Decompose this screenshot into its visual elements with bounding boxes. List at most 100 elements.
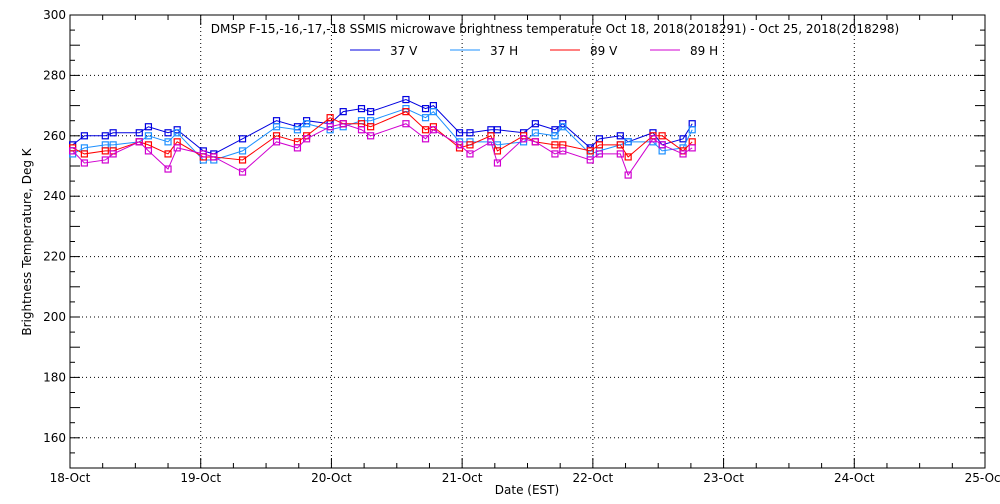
- legend-label: 89 H: [690, 44, 718, 58]
- x-tick-label: 24-Oct: [834, 471, 875, 485]
- data-point: [421, 114, 430, 122]
- data-point: [326, 114, 334, 122]
- data-point: [144, 147, 153, 155]
- data-point: [164, 165, 172, 173]
- data-point: [421, 135, 430, 143]
- data-point: [402, 120, 410, 128]
- data-point: [367, 108, 375, 116]
- data-point: [487, 138, 495, 146]
- data-point: [531, 120, 539, 128]
- x-tick-label: 19-Oct: [180, 471, 221, 485]
- data-point: [595, 150, 603, 158]
- data-point: [101, 156, 109, 164]
- series-line: [72, 111, 693, 161]
- data-point: [80, 150, 88, 158]
- x-tick-label: 21-Oct: [442, 471, 483, 485]
- data-point: [80, 132, 88, 140]
- data-point: [80, 159, 88, 167]
- data-point: [658, 132, 666, 140]
- data-point: [367, 123, 375, 131]
- x-tick-label: 23-Oct: [703, 471, 744, 485]
- data-point: [559, 123, 567, 131]
- data-point: [679, 150, 687, 158]
- data-point: [69, 147, 77, 155]
- data-point: [559, 147, 567, 155]
- data-point: [326, 123, 334, 131]
- data-point: [302, 120, 311, 128]
- data-point: [493, 126, 502, 134]
- data-point: [135, 129, 143, 137]
- data-point: [238, 168, 247, 176]
- data-point: [173, 129, 181, 137]
- data-point: [293, 126, 302, 134]
- chart-title: DMSP F-15,-16,-17,-18 SSMIS microwave br…: [211, 22, 899, 36]
- legend-label: 37 V: [390, 44, 418, 58]
- data-point: [199, 150, 207, 158]
- data-point: [101, 132, 109, 140]
- data-point: [367, 132, 375, 140]
- data-point: [402, 108, 410, 116]
- data-point: [357, 126, 366, 134]
- series-line: [72, 99, 693, 155]
- data-point: [466, 150, 474, 158]
- data-point: [455, 129, 464, 137]
- data-point: [616, 141, 624, 149]
- data-point: [164, 138, 172, 146]
- data-point: [616, 150, 624, 158]
- series-line: [72, 123, 693, 177]
- data-point: [164, 129, 172, 137]
- data-point: [109, 150, 117, 158]
- y-tick-label: 160: [43, 431, 66, 445]
- x-tick-label: 18-Oct: [50, 471, 91, 485]
- data-point: [679, 135, 687, 143]
- data-point: [272, 123, 281, 131]
- data-point: [688, 144, 696, 152]
- y-tick-label: 260: [43, 129, 66, 143]
- x-axis-label: Date (EST): [495, 483, 559, 497]
- data-point: [586, 156, 594, 164]
- data-point: [339, 120, 347, 128]
- data-point: [624, 153, 632, 161]
- data-point: [466, 129, 474, 137]
- data-point: [531, 129, 539, 137]
- legend-label: 37 H: [490, 44, 518, 58]
- data-point: [429, 126, 437, 134]
- y-tick-label: 200: [43, 310, 66, 324]
- x-tick-label: 20-Oct: [311, 471, 352, 485]
- data-point: [144, 123, 153, 131]
- data-point: [272, 138, 281, 146]
- data-point: [339, 108, 347, 116]
- data-point: [293, 144, 302, 152]
- data-point: [519, 135, 528, 143]
- data-point: [429, 108, 437, 116]
- y-tick-label: 220: [43, 250, 66, 264]
- data-point: [658, 141, 666, 149]
- data-point: [164, 150, 172, 158]
- series-89-h: [69, 120, 696, 179]
- data-point: [109, 129, 117, 137]
- x-tick-label: 22-Oct: [573, 471, 614, 485]
- y-tick-label: 280: [43, 68, 66, 82]
- data-point: [551, 132, 559, 140]
- data-point: [493, 159, 502, 167]
- legend-label: 89 V: [590, 44, 618, 58]
- x-tick-label: 25-Oct: [965, 471, 1000, 485]
- data-point: [421, 105, 430, 113]
- y-axis-label: Brightness Temperature, Deg K: [20, 147, 34, 335]
- y-tick-label: 240: [43, 189, 66, 203]
- data-point: [531, 138, 539, 146]
- data-point: [551, 150, 559, 158]
- data-point: [144, 132, 153, 140]
- data-point: [624, 138, 632, 146]
- y-tick-label: 300: [43, 8, 66, 22]
- data-point: [649, 135, 657, 143]
- data-point: [135, 138, 143, 146]
- data-point: [586, 147, 594, 155]
- data-point: [455, 141, 464, 149]
- data-point: [466, 141, 474, 149]
- data-point: [493, 147, 502, 155]
- data-point: [421, 126, 430, 134]
- data-point: [402, 95, 410, 104]
- data-point: [238, 135, 247, 143]
